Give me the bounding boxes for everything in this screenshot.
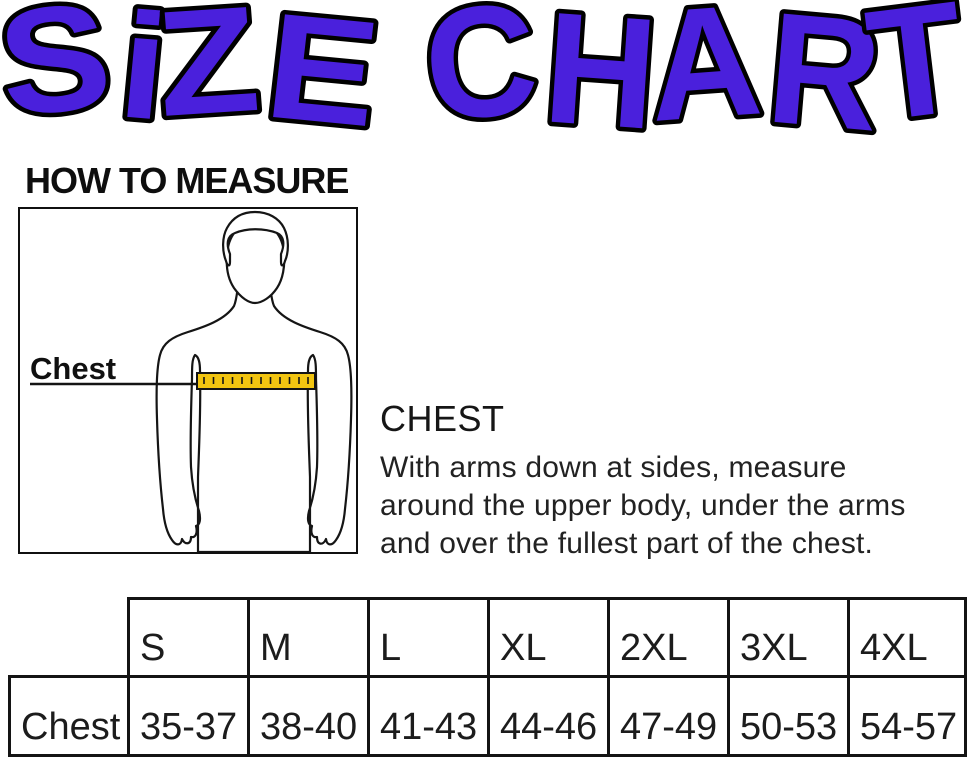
measurement-value: 38-40 [260,706,358,748]
measuring-tape [196,372,316,390]
size-label: 3XL [740,627,808,669]
measurement-value: 47-49 [620,706,718,748]
hair-outline [222,210,289,267]
measurement-value: 41-43 [380,706,478,748]
title-word-chart: CHART [418,0,974,150]
measurement-cell: 54-57 [847,675,967,757]
measurement-value: 54-57 [860,706,958,748]
size-column-header: 2XL [607,597,727,678]
size-table-header-row: S M L XL 2XL 3XL 4XL [127,597,967,678]
body-outline [155,277,353,552]
instruction-line: around the upper body, under the arms [380,489,906,522]
size-label: 4XL [860,627,928,669]
title-wordart: SiZE CHART [0,0,978,150]
measurement-cell: 44-46 [487,675,607,757]
instruction-line: and over the fullest part of the chest. [380,527,874,560]
size-label: L [380,627,402,669]
size-column-header: XL [487,597,607,678]
chest-instruction-text: With arms down at sides, measure around … [380,449,906,563]
how-to-measure-heading: HOW TO MEASURE [25,160,349,201]
head-outline [225,220,286,305]
size-label: 2XL [620,627,688,669]
size-column-header: 4XL [847,597,967,678]
size-label: S [140,627,166,669]
measurement-cell: 41-43 [367,675,487,757]
size-table-data-row: Chest 35-37 38-40 41-43 44-46 47-49 50-5… [8,675,967,757]
size-column-header: S [127,597,247,678]
title-word-size: SiZE [0,0,386,150]
size-column-header: M [247,597,367,678]
chest-instruction-heading: CHEST [380,398,505,439]
row-label-cell: Chest [8,675,127,757]
instruction-line: With arms down at sides, measure [380,451,847,484]
size-column-header: 3XL [727,597,847,678]
measurement-value: 35-37 [140,706,238,748]
torso-diagram: Chest [30,210,353,552]
measurement-value: 44-46 [500,706,598,748]
measuring-tape-ticks [203,377,309,384]
row-label: Chest [21,706,121,748]
measurement-cell: 47-49 [607,675,727,757]
measurement-cell: 50-53 [727,675,847,757]
size-label: M [260,627,292,669]
measurement-cell: 38-40 [247,675,367,757]
measurement-value: 50-53 [740,706,838,748]
size-label: XL [500,627,547,669]
figure-chest-label: Chest [30,351,116,386]
measurement-figure-box: Chest [18,207,358,554]
measurement-cell: 35-37 [127,675,247,757]
size-column-header: L [367,597,487,678]
